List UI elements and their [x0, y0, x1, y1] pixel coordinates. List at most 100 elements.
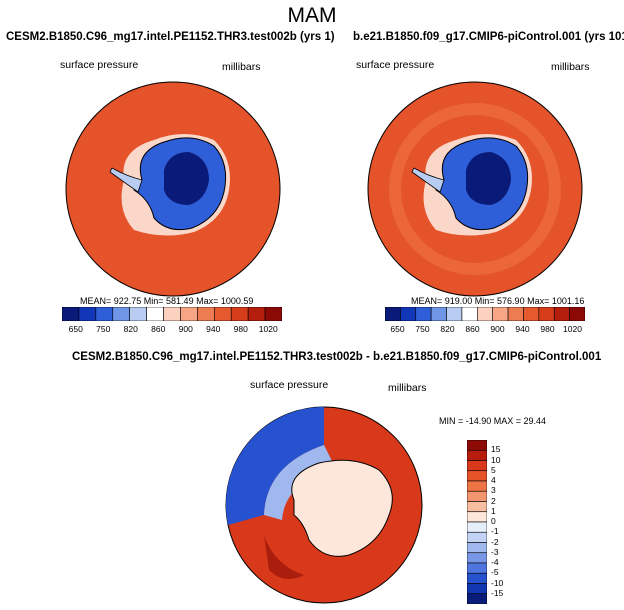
diff-colorbar-cell	[467, 531, 487, 543]
diff-stats: MIN = -14.90 MAX = 29.44	[439, 416, 547, 426]
diff-variable-label: surface pressure	[250, 379, 329, 391]
diff-colorbar-cell	[467, 501, 487, 513]
right-case-title: b.e21.B1850.f09_g17.CMIP6-piControl.001 …	[353, 31, 624, 43]
right-colorbar-label: 860	[465, 324, 480, 334]
left-colorbar-label: 650	[68, 324, 83, 334]
right-colorbar-cell	[400, 307, 417, 321]
left-colorbar-cell	[180, 307, 198, 321]
right-colorbar-cell	[385, 307, 401, 321]
right-colorbar-cell	[430, 307, 447, 321]
left-colorbar-cell	[197, 307, 215, 321]
right-colorbar-label: 900	[490, 324, 505, 334]
diff-colorbar-label: 2	[491, 495, 496, 506]
diff-colorbar-label: -15	[491, 587, 504, 598]
diff-colorbar-label: 5	[491, 464, 496, 475]
left-colorbar-cell	[129, 307, 147, 321]
right-colorbar-cell	[569, 307, 585, 321]
diff-colorbar-label: -2	[491, 536, 499, 547]
right-colorbar-label: 650	[390, 324, 405, 334]
left-colorbar-cell	[230, 307, 249, 321]
right-colorbar-cell	[553, 307, 570, 321]
right-map-plateau	[466, 152, 511, 205]
left-polar-map	[65, 81, 281, 297]
diff-map-antarctica	[291, 459, 393, 557]
left-colorbar-cell	[146, 307, 164, 321]
diff-colorbar-label: 10	[491, 454, 501, 465]
diff-colorbar-cell	[467, 593, 487, 604]
left-colorbar-cell	[78, 307, 97, 321]
right-colorbar-cell	[523, 307, 540, 321]
left-colorbar-cell	[95, 307, 114, 321]
right-stats: MEAN= 919.00 Min= 576.90 Max= 1001.16	[411, 296, 585, 306]
right-colorbar	[385, 307, 585, 321]
right-colorbar-label: 980	[540, 324, 555, 334]
diff-colorbar-cell	[467, 490, 487, 502]
diff-colorbar-label: -5	[491, 567, 499, 578]
right-colorbar-label: 820	[440, 324, 455, 334]
diff-colorbar-cell	[467, 583, 487, 595]
diff-colorbar	[467, 440, 487, 604]
right-colorbar-cell	[492, 307, 509, 321]
diff-case-title: CESM2.B1850.C96_mg17.intel.PE1152.THR3.t…	[72, 351, 602, 363]
left-map-plateau	[164, 152, 209, 205]
left-colorbar-label: 900	[178, 324, 193, 334]
diff-colorbar-label: -1	[491, 526, 499, 537]
left-colorbar-label: 1020	[258, 324, 278, 334]
left-case-title: CESM2.B1850.C96_mg17.intel.PE1152.THR3.t…	[6, 31, 335, 43]
right-colorbar-label: 750	[415, 324, 430, 334]
diff-colorbar-label: 4	[491, 475, 496, 485]
diff-colorbar-label: -10	[491, 577, 504, 588]
diff-colorbar-label: 0	[491, 516, 496, 526]
left-colorbar-cell	[214, 307, 232, 321]
diff-colorbar-cell	[467, 562, 487, 574]
right-variable-label: surface pressure	[356, 59, 435, 71]
diff-map-warm-patch	[264, 535, 304, 579]
diff-colorbar-label: 15	[491, 444, 501, 455]
right-colorbar-cell	[446, 307, 463, 321]
diff-colorbar-label: -4	[491, 557, 499, 567]
diff-colorbar-cell	[467, 440, 487, 451]
season-title: MAM	[287, 4, 337, 27]
left-units-label: millibars	[222, 61, 261, 73]
left-colorbar-cell	[264, 307, 282, 321]
left-colorbar-label: 820	[123, 324, 138, 334]
left-map-peninsula	[109, 167, 143, 193]
left-colorbar-cell	[247, 307, 266, 321]
left-variable-label: surface pressure	[60, 59, 139, 71]
diff-colorbar-label: -3	[491, 546, 499, 557]
left-stats: MEAN= 922.75 Min= 581.49 Max= 1000.59	[80, 296, 254, 306]
right-units-label: millibars	[551, 61, 590, 73]
right-colorbar-cell	[461, 307, 478, 321]
diff-colorbar-cell	[467, 460, 487, 472]
diff-colorbar-cell	[467, 470, 487, 482]
right-colorbar-cell	[507, 307, 524, 321]
diff-colorbar-label: 3	[491, 485, 496, 496]
left-colorbar-label: 940	[206, 324, 221, 334]
diff-map-negative-sector	[225, 406, 324, 525]
diff-units-label: millibars	[388, 382, 427, 394]
right-colorbar-label: 1020	[563, 324, 582, 334]
diff-colorbar-cell	[467, 542, 487, 554]
right-map-peninsula	[411, 167, 445, 193]
right-colorbar-label: 940	[515, 324, 530, 334]
diff-colorbar-cell	[467, 480, 487, 492]
left-colorbar-label: 980	[233, 324, 248, 334]
diff-colorbar-cell	[467, 449, 487, 461]
diff-colorbar-cell	[467, 552, 487, 564]
left-colorbar-label: 750	[96, 324, 111, 334]
left-colorbar-cell	[112, 307, 130, 321]
right-colorbar-cell	[538, 307, 555, 321]
right-map-ring	[389, 103, 561, 275]
diff-polar-map	[225, 406, 423, 604]
diff-colorbar-cell	[467, 572, 487, 584]
left-colorbar-cell	[163, 307, 181, 321]
left-colorbar-cell	[62, 307, 80, 321]
right-colorbar-cell	[415, 307, 432, 321]
diff-colorbar-label: 1	[491, 505, 496, 516]
diff-colorbar-cell	[467, 521, 487, 533]
diff-colorbar-cell	[467, 511, 487, 523]
right-colorbar-cell	[477, 307, 493, 321]
left-colorbar-label: 860	[151, 324, 166, 334]
left-colorbar	[62, 307, 282, 321]
right-polar-map	[367, 81, 583, 297]
